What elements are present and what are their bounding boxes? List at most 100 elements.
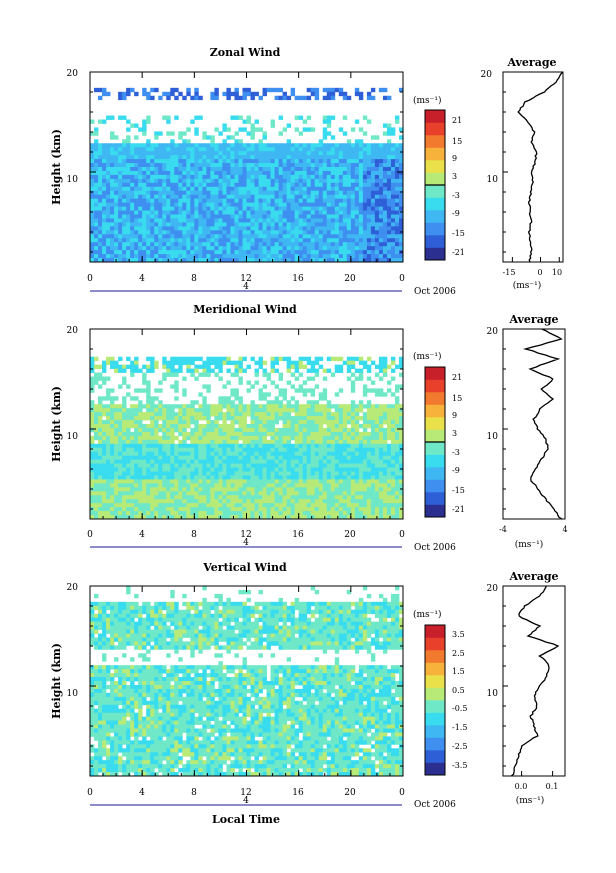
heatmap-cell: [262, 439, 267, 445]
heatmap-cell: [190, 463, 195, 468]
heatmap-cell: [330, 487, 336, 492]
heatmap-cell: [154, 155, 159, 160]
heatmap-cell: [178, 210, 183, 215]
heatmap-cell: [274, 435, 279, 441]
heatmap-cell: [394, 155, 400, 160]
heatmap-cell: [134, 135, 139, 140]
heatmap-cell: [342, 170, 348, 176]
heatmap-cell: [194, 258, 199, 263]
heatmap-cell: [334, 174, 340, 180]
heatmap-cell: [230, 483, 235, 488]
heatmap-cell: [298, 250, 304, 255]
heatmap-cell: [146, 495, 151, 500]
heatmap-cell: [110, 388, 115, 393]
heatmap-cell: [294, 439, 300, 445]
heatmap-cell: [330, 416, 336, 421]
heatmap-cell: [358, 151, 364, 156]
heatmap-cell: [366, 226, 372, 231]
heatmap-cell: [326, 404, 332, 409]
heatmap-cell: [282, 388, 288, 393]
heatmap-cell: [174, 226, 179, 231]
heatmap-cell: [362, 364, 368, 369]
heatmap-cell: [258, 170, 263, 176]
heatmap-cell: [114, 242, 119, 247]
heatmap-cell: [142, 234, 147, 239]
heatmap-cell: [210, 360, 215, 366]
heatmap-cell: [278, 214, 284, 219]
heatmap-cell: [94, 238, 99, 243]
heatmap-cell: [230, 416, 235, 421]
heatmap-cell: [274, 226, 279, 231]
heatmap-cell: [294, 214, 300, 219]
heatmap-cell: [398, 222, 404, 227]
heatmap-cell: [370, 87, 376, 93]
heatmap-cell: [174, 384, 179, 389]
heatmap-cell: [262, 202, 267, 207]
heatmap-cell: [166, 420, 171, 425]
heatmap-cell: [234, 495, 239, 500]
heatmap-cell: [194, 427, 199, 433]
heatmap-cell: [114, 194, 119, 200]
heatmap-cell: [374, 159, 380, 164]
heatmap-cell: [286, 206, 292, 211]
heatmap-cell: [122, 155, 127, 160]
heatmap-cell: [370, 202, 376, 207]
heatmap-cell: [142, 404, 147, 409]
heatmap-cell: [302, 443, 308, 449]
heatmap-cell: [354, 151, 360, 156]
heatmap-cell: [350, 147, 356, 152]
heatmap-cell: [110, 408, 115, 413]
heatmap-cell: [282, 194, 288, 200]
heatmap-cell: [318, 427, 324, 433]
heatmap-cell: [254, 420, 259, 425]
heatmap-cell: [338, 226, 344, 231]
heatmap-cell: [158, 459, 163, 464]
heatmap-cell: [166, 238, 171, 243]
heatmap-cell: [170, 250, 175, 255]
heatmap-cell: [206, 182, 211, 188]
heatmap-cell: [94, 174, 99, 180]
heatmap-cell: [366, 356, 372, 362]
heatmap-cell: [362, 254, 368, 259]
heatmap-cell: [386, 447, 392, 453]
heatmap-cell: [170, 167, 175, 172]
heatmap-cell: [338, 463, 344, 468]
heatmap-cell: [286, 147, 292, 152]
heatmap-cell: [250, 424, 255, 429]
heatmap-cell: [390, 495, 396, 500]
heatmap-cell: [258, 147, 263, 152]
heatmap-cell: [114, 226, 119, 231]
heatmap-cell: [126, 190, 131, 196]
heatmap-cell: [314, 356, 320, 362]
heatmap-cell: [250, 159, 255, 164]
heatmap-cell: [110, 198, 115, 204]
heatmap-cell: [186, 230, 191, 235]
heatmap-cell: [222, 435, 227, 441]
heatmap-cell: [154, 226, 159, 231]
heatmap-cell: [382, 412, 388, 417]
heatmap-cell: [202, 167, 207, 172]
heatmap-cell: [346, 170, 352, 176]
heatmap-cell: [278, 408, 284, 413]
heatmap-cell: [302, 147, 308, 152]
heatmap-cell: [90, 427, 95, 433]
heatmap-cell: [234, 258, 239, 263]
heatmap-cell: [330, 467, 336, 472]
heatmap-cell: [334, 475, 340, 480]
heatmap-cell: [126, 186, 131, 192]
heatmap-cell: [154, 210, 159, 215]
heatmap-cell: [330, 135, 336, 140]
heatmap-cell: [306, 151, 312, 156]
heatmap-cell: [242, 246, 247, 251]
heatmap-cell: [342, 487, 348, 492]
heatmap-cell: [342, 222, 348, 227]
heatmap-cell: [302, 178, 308, 184]
heatmap-cell: [106, 230, 111, 235]
heatmap-cell: [230, 170, 235, 176]
heatmap-cell: [174, 95, 179, 101]
heatmap-cell: [226, 250, 231, 255]
heatmap-cell: [202, 147, 207, 152]
heatmap-cell: [274, 475, 279, 480]
heatmap-cell: [306, 451, 312, 457]
heatmap-cell: [222, 356, 227, 362]
